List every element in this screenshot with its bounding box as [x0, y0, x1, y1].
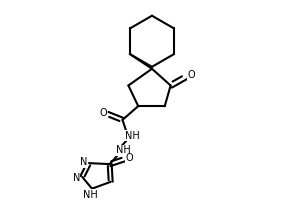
Text: O: O [99, 108, 106, 118]
Text: N: N [80, 157, 88, 167]
Text: NH: NH [116, 145, 131, 155]
Text: N: N [73, 173, 80, 183]
Text: NH: NH [125, 131, 140, 141]
Text: O: O [126, 153, 133, 163]
Text: NH: NH [83, 190, 98, 200]
Text: O: O [188, 70, 195, 80]
